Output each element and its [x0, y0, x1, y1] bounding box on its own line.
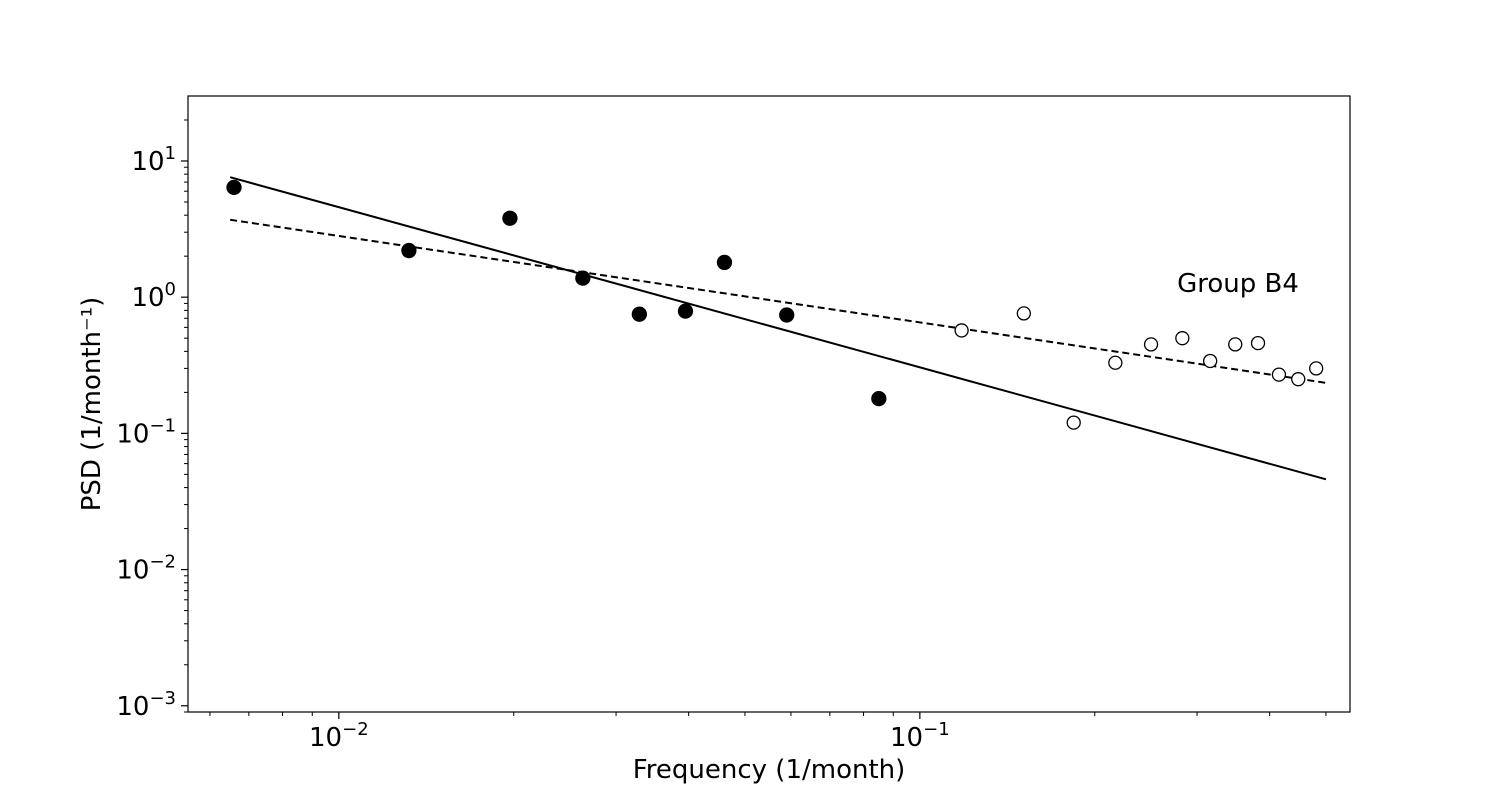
y-tick-label: 10−3 — [116, 688, 176, 722]
y-tick-label: 10−1 — [116, 415, 176, 449]
y-ticks: 101 100 10−1 10−2 10−3 — [116, 119, 188, 722]
filled-data-point — [779, 307, 795, 323]
plot-area — [187, 95, 1351, 713]
open-data-point — [1203, 353, 1218, 369]
open-data-point — [954, 323, 969, 338]
open-data-point — [1143, 337, 1159, 352]
filled-data-point — [226, 179, 242, 196]
open-data-point — [1175, 331, 1190, 346]
open-data-point — [1108, 355, 1123, 370]
fit-all-line — [229, 176, 1327, 481]
open-data-point — [1066, 415, 1081, 430]
fit-lines — [229, 176, 1327, 481]
x-ticks: 10−2 10−1 — [209, 712, 1327, 753]
y-tick-label: 10−2 — [116, 552, 176, 586]
open-data-point — [1250, 335, 1266, 351]
filled-data-point — [401, 242, 417, 259]
x-tick-label: 10−1 — [890, 719, 950, 753]
y-axis-label: PSD (1/month⁻¹) — [77, 297, 107, 512]
y-tick-label: 101 — [131, 143, 176, 177]
open-data-point — [1271, 367, 1287, 382]
data-points — [226, 179, 1324, 430]
filled-data-point — [575, 270, 591, 286]
open-data-point — [1016, 306, 1031, 321]
fit-high-line — [230, 218, 1327, 384]
open-data-point — [1228, 337, 1243, 352]
filled-data-point — [716, 254, 733, 271]
filled-data-point — [631, 306, 647, 322]
open-data-point — [1291, 372, 1306, 387]
x-tick-label: 10−2 — [309, 719, 369, 753]
y-tick-label: 100 — [131, 279, 176, 313]
filled-data-point — [677, 303, 694, 319]
filled-data-point — [871, 390, 887, 407]
x-axis-label: Frequency (1/month) — [633, 755, 906, 785]
group-annotation: Group B4 — [1177, 269, 1299, 299]
open-data-point — [1309, 361, 1324, 376]
filled-data-point — [502, 210, 518, 226]
